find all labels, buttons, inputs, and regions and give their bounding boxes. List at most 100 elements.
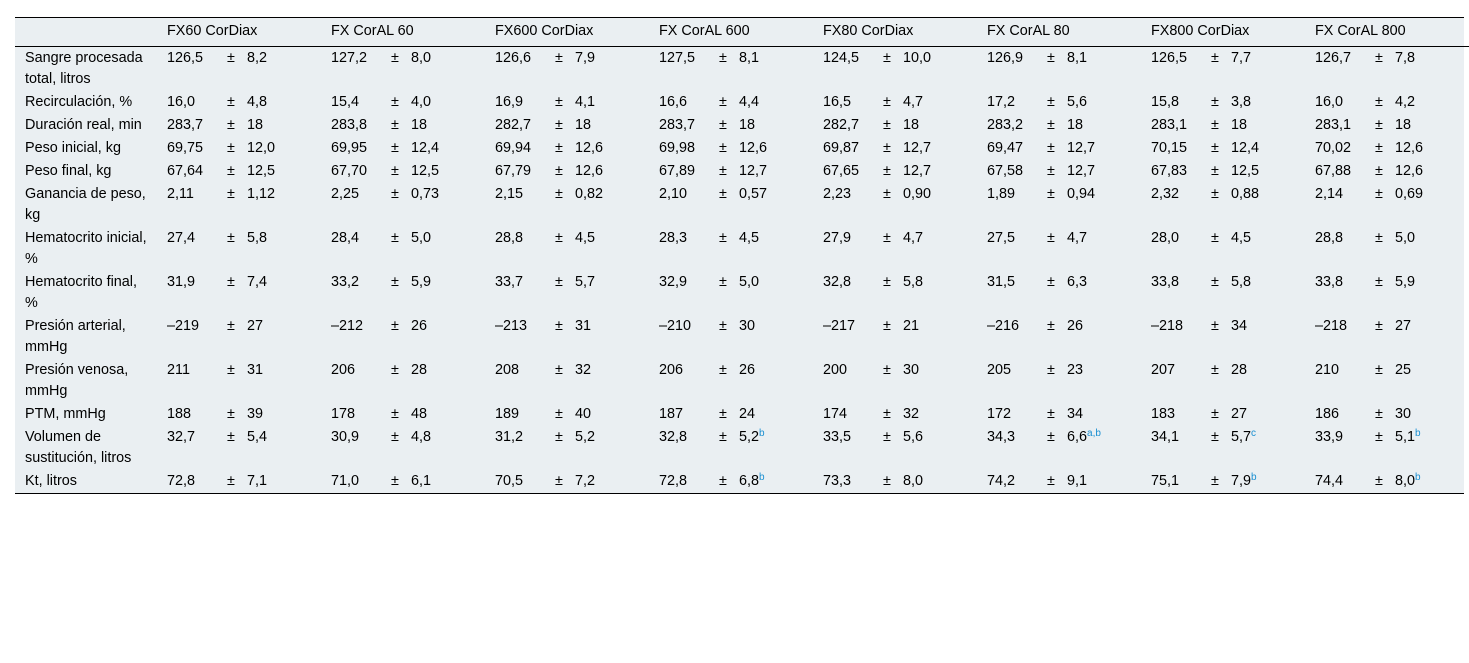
plus-minus-sign: ±	[883, 139, 891, 156]
mean-value: 34,1	[1151, 428, 1180, 445]
plus-minus-sign: ±	[555, 317, 563, 334]
sd-value: 4,1	[575, 93, 596, 110]
mean-value: 200	[823, 361, 848, 378]
sd-value: 7,8	[1395, 49, 1416, 66]
table-cell: 16,0 ±4,8	[157, 91, 321, 114]
sd-value: 7,9	[1231, 472, 1252, 489]
row-label: Volumen de sustitución, litros	[25, 428, 132, 466]
value-group: 211 ±31	[167, 360, 321, 381]
sd-group: 0,90	[903, 184, 931, 205]
sd-group: 26	[739, 360, 755, 381]
value-group: –219 ±27	[167, 316, 321, 337]
table-cell: –217 ±21	[813, 315, 977, 359]
value-group: 1,89 ±0,94	[987, 184, 1141, 205]
value-group: 2,23 ±0,90	[823, 184, 977, 205]
table-row: Recirculación, % 16,0 ±4,8 15,4 ±4,0 16,9 ±4,1…	[15, 91, 1469, 114]
sd-group: 5,6	[1067, 92, 1087, 113]
sd-value: 5,7	[575, 273, 596, 290]
sd-value: 30	[739, 317, 756, 334]
sd-value: 8,1	[739, 49, 760, 66]
sd-group: 5,7	[575, 272, 595, 293]
plus-minus-sign: ±	[227, 139, 235, 156]
footnote-marker[interactable]: b	[759, 427, 765, 439]
table-row: Ganancia de peso, kg 2,11 ±1,12 2,25 ±0,73 2,…	[15, 183, 1469, 227]
value-group: 126,5 ±8,2	[167, 48, 321, 69]
table-cell: 67,79 ±12,6	[485, 160, 649, 183]
mean-value: –218	[1315, 317, 1348, 334]
table-cell: 75,1 ±7,9b	[1141, 470, 1305, 493]
sd-group: 5,0	[411, 228, 431, 249]
mean-value: 67,83	[1151, 162, 1188, 179]
table-cell: 126,6 ±7,9	[485, 46, 649, 91]
mean-value: 283,1	[1315, 116, 1352, 133]
sd-group: 10,0	[903, 48, 931, 69]
table-cell: 33,7 ±5,7	[485, 271, 649, 315]
value-group: 32,7 ±5,4	[167, 427, 321, 448]
plus-minus-sign: ±	[227, 361, 235, 378]
footnote-marker[interactable]: a,b	[1087, 427, 1101, 439]
footnote-marker[interactable]: b	[1415, 427, 1421, 439]
value-group: 32,8 ±5,8	[823, 272, 977, 293]
sd-group: 8,1	[1067, 48, 1087, 69]
column-header: FX80 CorDiax	[813, 18, 977, 47]
plus-minus-sign: ±	[1047, 273, 1055, 290]
mean-value: 70,02	[1315, 139, 1352, 156]
table-cell: 73,3 ±8,0	[813, 470, 977, 493]
sd-value: 18	[739, 116, 756, 133]
plus-minus-sign: ±	[1375, 185, 1383, 202]
mean-value: 16,0	[1315, 93, 1344, 110]
plus-minus-sign: ±	[1211, 405, 1219, 422]
table-row: Volumen de sustitución, litros 32,7 ±5,4 30…	[15, 426, 1469, 470]
mean-value: 207	[1151, 361, 1176, 378]
mean-value: 69,87	[823, 139, 860, 156]
sd-value: 12,6	[1395, 139, 1424, 156]
mean-value: 67,64	[167, 162, 204, 179]
sd-value: 12,7	[739, 162, 768, 179]
footnote-marker[interactable]: b	[1415, 471, 1421, 483]
table-row: Hematocrito final, % 31,9 ±7,4 33,2 ±5,9 33,7…	[15, 271, 1469, 315]
sd-value: 18	[411, 116, 428, 133]
sd-value: 8,0	[903, 472, 924, 489]
table-cell: 72,8 ±6,8b	[649, 470, 813, 493]
value-group: 17,2 ±5,6	[987, 92, 1141, 113]
plus-minus-sign: ±	[555, 139, 563, 156]
value-group: 283,2 ±18	[987, 115, 1141, 136]
table-cell: 187 ±24	[649, 403, 813, 426]
value-group: 72,8 ±7,1	[167, 471, 321, 492]
mean-value: 15,4	[331, 93, 360, 110]
plus-minus-sign: ±	[227, 162, 235, 179]
sd-group: 12,6	[575, 161, 603, 182]
plus-minus-sign: ±	[1375, 472, 1383, 489]
sd-value: 5,9	[411, 273, 432, 290]
footnote-marker[interactable]: b	[1251, 471, 1257, 483]
table-cell: 2,25 ±0,73	[321, 183, 485, 227]
plus-minus-sign: ±	[1211, 185, 1219, 202]
plus-minus-sign: ±	[1047, 93, 1055, 110]
sd-group: 18	[1231, 115, 1247, 136]
value-group: 67,89 ±12,7	[659, 161, 813, 182]
table-cell: 33,8 ±5,8	[1141, 271, 1305, 315]
sd-value: 12,7	[1067, 162, 1096, 179]
sd-group: 12,6	[1395, 138, 1423, 159]
plus-minus-sign: ±	[555, 49, 563, 66]
sd-group: 27	[1395, 316, 1411, 337]
mean-value: 187	[659, 405, 684, 422]
mean-value: 2,11	[167, 185, 194, 202]
sd-value: 7,9	[575, 49, 596, 66]
sd-value: 5,0	[1395, 229, 1416, 246]
sd-value: 0,82	[575, 185, 604, 202]
sd-group: 8,1	[739, 48, 759, 69]
table-cell: 127,5 ±8,1	[649, 46, 813, 91]
sd-value: 18	[903, 116, 920, 133]
value-group: 28,3 ±4,5	[659, 228, 813, 249]
value-group: 32,9 ±5,0	[659, 272, 813, 293]
sd-group: 48	[411, 404, 427, 425]
footnote-marker[interactable]: b	[759, 471, 765, 483]
value-group: 69,47 ±12,7	[987, 138, 1141, 159]
sd-value: 18	[1395, 116, 1412, 133]
value-group: 28,8 ±5,0	[1315, 228, 1469, 249]
mean-value: 32,8	[659, 428, 688, 445]
sd-group: 7,4	[247, 272, 267, 293]
footnote-marker[interactable]: c	[1251, 427, 1257, 439]
sd-group: 7,9b	[1231, 471, 1257, 492]
